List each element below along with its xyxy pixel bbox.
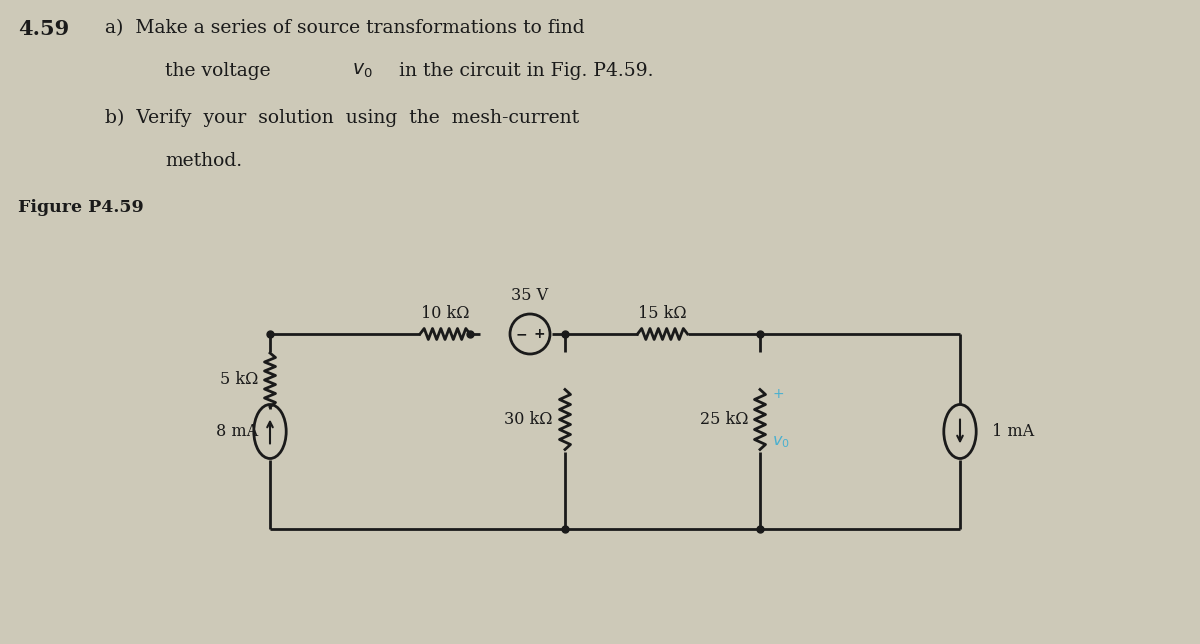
Text: the voltage: the voltage [166,62,277,80]
Text: a)  Make a series of source transformations to find: a) Make a series of source transformatio… [106,19,584,37]
Text: 35 V: 35 V [511,287,548,304]
Text: 1 mA: 1 mA [992,423,1034,440]
Text: Figure P4.59: Figure P4.59 [18,199,144,216]
Text: $v_0$: $v_0$ [352,62,372,80]
Text: 30 kΩ: 30 kΩ [504,411,553,428]
Text: $v_0$: $v_0$ [772,433,790,450]
Text: 5 kΩ: 5 kΩ [220,372,258,388]
Text: b)  Verify  your  solution  using  the  mesh-current: b) Verify your solution using the mesh-c… [106,109,580,128]
Text: 8 mA: 8 mA [216,423,258,440]
Text: method.: method. [166,152,242,170]
Text: +: + [533,327,545,341]
Text: +: + [772,386,784,401]
Text: 4.59: 4.59 [18,19,70,39]
Text: 15 kΩ: 15 kΩ [638,305,686,322]
Text: 25 kΩ: 25 kΩ [700,411,748,428]
Text: −: − [515,327,527,341]
Text: 10 kΩ: 10 kΩ [421,305,469,322]
Text: in the circuit in Fig. P4.59.: in the circuit in Fig. P4.59. [394,62,654,80]
